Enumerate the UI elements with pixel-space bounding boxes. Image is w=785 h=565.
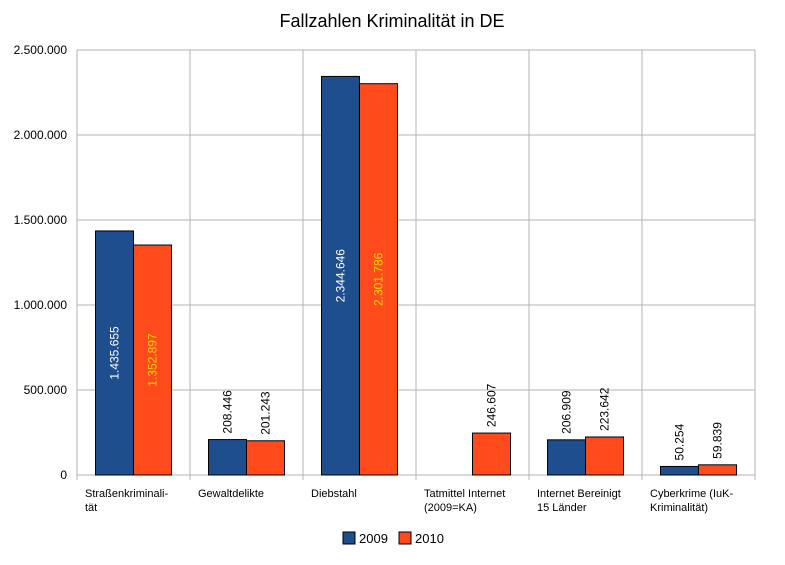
x-category-label: Straßenkriminali-: [85, 488, 168, 500]
value-label-2009-1: 208.446: [221, 390, 235, 434]
value-label-2010-1: 201.243: [259, 391, 273, 435]
bar-2010-0: [133, 244, 172, 476]
bar-2010-4: [585, 436, 624, 476]
y-tick-label: 0: [60, 468, 67, 482]
x-category-label: tät: [85, 502, 97, 514]
bar-2009-0: [95, 230, 134, 476]
bar-2010-2: [359, 83, 398, 476]
y-tick-label: 2.500.000: [14, 43, 68, 57]
legend-label-2009: 2009: [359, 531, 388, 546]
x-category-label: (2009=KA): [424, 502, 477, 514]
value-label-2009-5: 50.254: [673, 423, 687, 460]
x-category-label: Cyberkrime (IuK-: [650, 488, 733, 500]
x-category-label: Diebstahl: [311, 488, 357, 500]
value-label-2009-4: 206.909: [560, 390, 574, 434]
legend: 2009 2010: [342, 531, 444, 546]
value-label-2010-2: 2.301.786: [372, 252, 386, 306]
x-category-label: Kriminalität): [650, 502, 708, 514]
bar-2009-5: [660, 465, 699, 476]
bar-2009-1: [208, 439, 247, 476]
x-category-label: Tatmittel Internet: [424, 488, 505, 500]
value-label-2009-0: 1.435.655: [108, 326, 122, 380]
x-category-label: 15 Länder: [537, 502, 587, 514]
value-label-2009-2: 2.344.646: [334, 249, 348, 303]
value-label-2010-3: 246.607: [485, 383, 499, 427]
y-tick-label: 500.000: [24, 383, 68, 397]
y-tick-label: 1.000.000: [14, 298, 68, 312]
bar-2010-1: [246, 440, 285, 476]
value-label-2010-5: 59.839: [711, 422, 725, 459]
bar-2009-4: [547, 439, 586, 476]
x-category-label: Internet Bereinigt: [537, 488, 621, 500]
value-label-2010-0: 1.352.897: [146, 333, 160, 387]
value-label-2010-4: 223.642: [598, 387, 612, 431]
legend-swatch-2009: [342, 531, 356, 545]
y-axis-ticks: 0 500.000 1.000.000 1.500.000 2.000.000 2.500…: [14, 43, 68, 482]
y-tick-label: 1.500.000: [14, 213, 68, 227]
bars: [95, 75, 737, 476]
bar-2009-2: [321, 75, 360, 476]
legend-swatch-2010: [398, 531, 412, 545]
gridlines: [76, 49, 756, 480]
x-category-label: Gewaltdelikte: [198, 488, 264, 500]
bar-2010-5: [698, 464, 737, 476]
value-labels: 1.435.655 208.446 2.344.646 206.909 50.254 1.…: [108, 249, 725, 461]
legend-label-2010: 2010: [415, 531, 444, 546]
chart-title: Fallzahlen Kriminalität in DE: [279, 11, 504, 31]
y-tick-label: 2.000.000: [14, 128, 68, 142]
x-axis-categories: Straßenkriminali-tät Gewaltdelikte Diebsta…: [85, 488, 733, 514]
bar-2010-3: [472, 432, 511, 476]
